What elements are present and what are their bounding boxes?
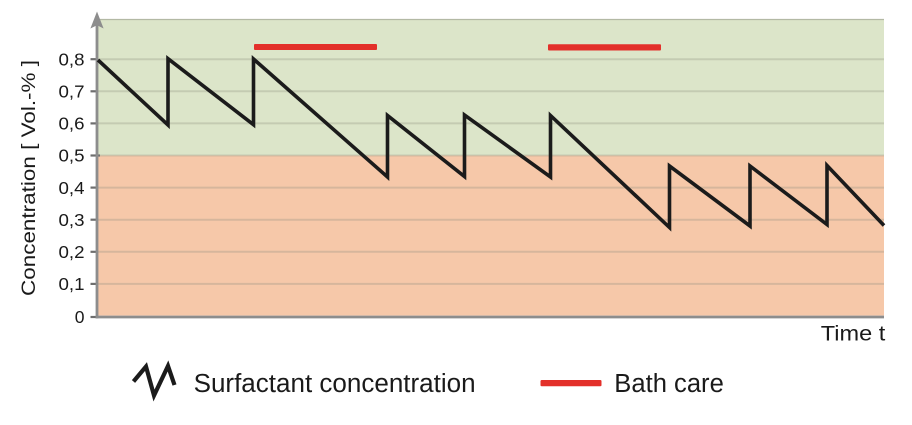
svg-text:0,2: 0,2	[59, 242, 85, 262]
svg-text:Bath care: Bath care	[614, 368, 724, 398]
svg-text:0,1: 0,1	[59, 274, 85, 294]
svg-text:0,6: 0,6	[59, 114, 85, 134]
svg-text:Time t: Time t	[821, 321, 886, 346]
svg-text:Surfactant concentration: Surfactant concentration	[194, 368, 476, 398]
svg-text:0,5: 0,5	[59, 146, 85, 166]
svg-text:Concentration [ Vol.-% ]: Concentration [ Vol.-% ]	[18, 60, 40, 296]
svg-text:0,4: 0,4	[59, 178, 85, 198]
svg-text:0,3: 0,3	[59, 210, 85, 230]
svg-text:0: 0	[75, 307, 85, 327]
svg-text:0,7: 0,7	[59, 82, 85, 102]
svg-text:0,8: 0,8	[59, 49, 85, 69]
